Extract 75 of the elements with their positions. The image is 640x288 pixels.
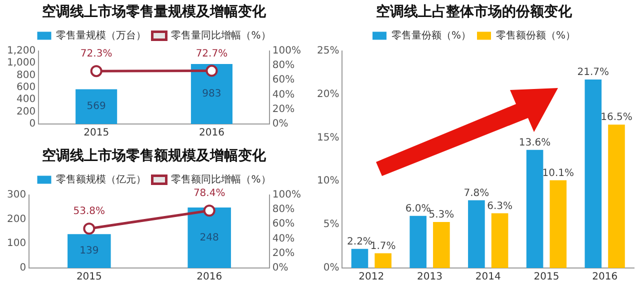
x-tick-label: 2014 <box>475 272 501 283</box>
bar <box>468 200 485 268</box>
y-tick-label: 200 <box>6 214 26 225</box>
bar <box>351 248 368 268</box>
bar <box>491 213 508 268</box>
data-label: 72.3% <box>80 48 112 60</box>
x-tick-label: 2015 <box>534 272 560 283</box>
data-label: 983 <box>202 88 222 100</box>
bar <box>433 222 450 268</box>
legend-label: 零售额同比增幅（%） <box>171 173 271 186</box>
y-tick-label: 0 <box>29 118 36 130</box>
x-tick-label: 2016 <box>196 272 222 283</box>
data-label: 10.1% <box>542 168 574 179</box>
legend-label: 零售量同比增幅（%） <box>171 29 271 42</box>
y-tick-label: 10% <box>316 176 340 187</box>
y2-tick-label: 100% <box>272 45 302 56</box>
bar <box>526 150 544 268</box>
y-tick-label: 1,000 <box>6 58 36 69</box>
data-label: 5.3% <box>428 210 454 221</box>
data-label: 139 <box>80 246 99 257</box>
data-label: 7.8% <box>464 188 490 199</box>
y2-tick-label: 80% <box>272 60 295 72</box>
y-tick-label: 400 <box>16 94 36 106</box>
y2-tick-label: 0% <box>272 262 288 274</box>
y-tick-label: 600 <box>16 82 36 93</box>
chart-title: 空调线上市场零售额规模及增幅变化 <box>42 147 267 164</box>
y2-tick-label: 60% <box>272 74 295 86</box>
y2-tick-label: 100% <box>272 189 302 200</box>
y-tick-label: 0% <box>323 262 340 274</box>
y2-tick-label: 20% <box>272 104 295 115</box>
y-tick-label: 300 <box>6 189 26 200</box>
y-tick-label: 5% <box>323 219 340 230</box>
y-tick-label: 200 <box>16 106 36 118</box>
legend-label: 零售额规模（亿元） <box>56 173 146 186</box>
chart-title: 空调线上市场零售量规模及增幅变化 <box>42 3 267 20</box>
chart-title: 空调线上占整体市场的份额变化 <box>376 3 573 20</box>
y-tick-label: 25% <box>316 45 340 56</box>
data-label: 53.8% <box>73 206 106 218</box>
y-tick-label: 20% <box>316 88 340 100</box>
y-tick-label: 100 <box>6 238 26 250</box>
y-tick-label: 15% <box>316 132 340 144</box>
x-tick-label: 2016 <box>198 128 224 139</box>
y2-tick-label: 60% <box>272 218 295 230</box>
x-tick-label: 2013 <box>417 272 442 283</box>
data-label: 21.7% <box>577 67 610 78</box>
bar <box>608 124 625 268</box>
bar <box>410 216 426 268</box>
data-label: 248 <box>200 232 219 244</box>
y2-tick-label: 0% <box>272 118 288 130</box>
bar <box>550 180 567 268</box>
data-label: 6.0% <box>405 203 431 214</box>
y-tick-label: 0 <box>20 262 26 274</box>
x-tick-label: 2012 <box>358 272 384 283</box>
bar <box>374 253 392 268</box>
data-label: 6.3% <box>487 200 512 212</box>
y-tick-label: 800 <box>16 70 36 81</box>
x-tick-label: 2016 <box>592 272 618 283</box>
data-label: 72.7% <box>196 48 228 60</box>
y-tick-label: 1,200 <box>6 45 36 56</box>
data-label: 1.7% <box>370 240 396 252</box>
x-tick-label: 2015 <box>84 128 110 139</box>
data-label: 569 <box>86 101 106 112</box>
y2-tick-label: 80% <box>272 204 295 216</box>
legend-label: 零售额份额（%） <box>496 29 576 42</box>
x-tick-label: 2015 <box>76 272 102 283</box>
legend-label: 零售量份额（%） <box>392 29 472 42</box>
data-label: 13.6% <box>518 137 551 148</box>
data-label: 2.2% <box>347 236 372 248</box>
y2-tick-label: 40% <box>272 89 295 100</box>
legend-label: 零售量规模（万台） <box>56 29 146 42</box>
y2-tick-label: 40% <box>272 233 295 244</box>
data-label: 16.5% <box>600 112 632 124</box>
bar <box>584 79 602 268</box>
y2-tick-label: 20% <box>272 248 295 259</box>
data-label: 78.4% <box>193 188 226 200</box>
